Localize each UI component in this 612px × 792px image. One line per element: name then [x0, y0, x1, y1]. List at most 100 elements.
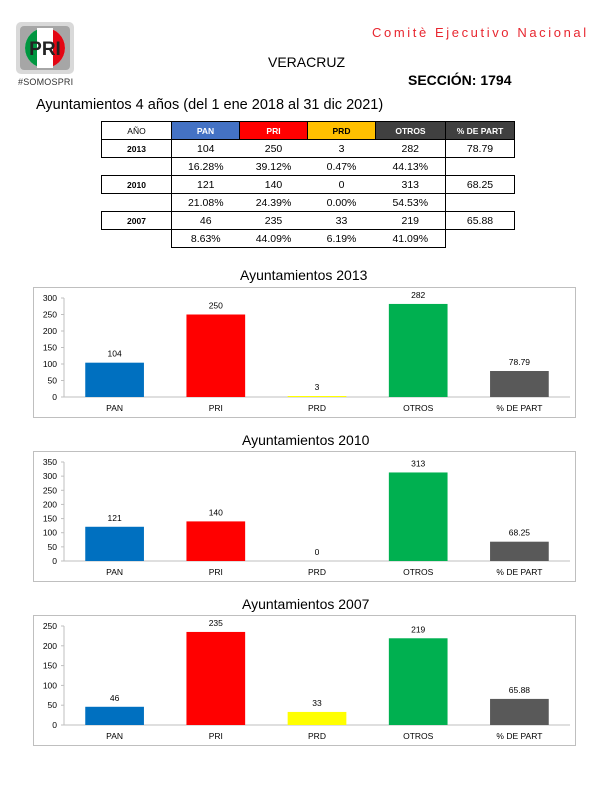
y-tick-label: 50 [48, 376, 58, 386]
year-cell: 2007 [101, 211, 172, 230]
bar-prd [287, 711, 347, 725]
table-row: 8.63% 44.09% 6.19% 41.09% [102, 229, 515, 248]
y-tick-label: 0 [52, 556, 57, 566]
percent-cell: 44.09% [239, 229, 308, 248]
col-header-prd: PRD [307, 121, 376, 140]
y-tick-label: 100 [43, 680, 57, 690]
col-header-participation: % DE PART [445, 121, 515, 140]
y-tick-label: 300 [43, 293, 57, 303]
x-tick-label: PAN [106, 403, 123, 413]
x-tick-label: OTROS [403, 403, 434, 413]
bar-value-label: 121 [108, 513, 122, 523]
percent-cell: 24.39% [255, 196, 292, 209]
state-name: VERACRUZ [268, 54, 346, 70]
value-cell: 235 [239, 211, 308, 230]
bar-prd [287, 396, 347, 397]
percent-cell: 44.13% [375, 157, 446, 176]
y-tick-label: 250 [43, 485, 57, 495]
y-tick-label: 350 [43, 457, 57, 467]
bar-pan [85, 706, 144, 725]
percent-cell: 16.28% [171, 157, 240, 176]
pri-logo: PRI [16, 22, 74, 74]
table-row: 2007 46 235 33 219 65.88 [101, 211, 515, 230]
value-cell: 0 [307, 175, 376, 194]
hashtag: #SOMOSPRI [18, 77, 74, 87]
bar-pct-de-part [490, 370, 549, 397]
table-row: 21.08% 24.39% 0.00% 54.53% [102, 193, 515, 212]
y-tick-label: 300 [43, 471, 57, 481]
table-header-row: AÑO PAN PRI PRD OTROS % DE PART [101, 121, 515, 140]
x-tick-label: % DE PART [496, 731, 542, 741]
participation-cell: 68.25 [445, 175, 515, 194]
year-cell: 2010 [101, 175, 172, 194]
x-tick-label: % DE PART [496, 567, 542, 577]
percent-cell: 8.63% [171, 229, 240, 248]
percent-cell: 41.09% [375, 229, 446, 248]
chart-title-2007: Ayuntamientos 2007 [242, 596, 370, 612]
x-tick-label: PAN [106, 731, 123, 741]
value-cell: 313 [375, 175, 446, 194]
results-table: AÑO PAN PRI PRD OTROS % DE PART 2013 104… [101, 121, 515, 248]
bar-value-label: 235 [209, 618, 223, 628]
bar-value-label: 140 [209, 507, 223, 517]
participation-cell: 65.88 [445, 211, 515, 230]
col-header-pan: PAN [171, 121, 240, 140]
y-tick-label: 250 [43, 310, 57, 320]
y-tick-label: 150 [43, 343, 57, 353]
bar-pri [186, 314, 246, 397]
bar-pri [186, 521, 246, 561]
bar-value-label: 78.79 [509, 357, 531, 367]
y-tick-label: 200 [43, 499, 57, 509]
y-tick-label: 200 [43, 641, 57, 651]
value-cell: 104 [171, 139, 240, 158]
y-tick-label: 150 [43, 514, 57, 524]
bar-otros [388, 638, 448, 725]
y-tick-label: 200 [43, 326, 57, 336]
value-cell: 46 [171, 211, 240, 230]
percent-cell: 21.08% [171, 193, 240, 212]
y-tick-label: 0 [52, 720, 57, 730]
percent-cell: 39.12% [255, 160, 292, 173]
bar-pct-de-part [490, 541, 549, 561]
y-tick-label: 100 [43, 528, 57, 538]
chart-2013: 0 50 100 150 200 250 300 104 PAN 250 PRI 3 PRD 282 OTR… [33, 287, 576, 418]
y-tick-label: 0 [52, 392, 57, 402]
y-tick-label: 50 [48, 700, 58, 710]
logo-text: PRI [29, 39, 61, 60]
value-cell: 140 [239, 175, 308, 194]
x-tick-label: PAN [106, 567, 123, 577]
chart-title-2013: Ayuntamientos 2013 [240, 267, 368, 283]
x-tick-label: PRD [308, 403, 326, 413]
year-cell: 2013 [101, 139, 172, 158]
bar-value-label: 250 [209, 301, 223, 311]
chart-2010-svg: 0 50 100 150 200 250 300 350 121 PAN 140 PRI 0 PRD 313… [43, 457, 570, 577]
chart-2007: 0 50 100 150 200 250 46 PAN 235 PRI 33 PRD 219 OTROS 6… [33, 615, 576, 746]
y-tick-label: 150 [43, 661, 57, 671]
value-cell: 121 [171, 175, 240, 194]
chart-title-2010: Ayuntamientos 2010 [242, 432, 370, 448]
col-header-year: AÑO [101, 121, 172, 140]
value-cell: 282 [375, 139, 446, 158]
bar-value-label: 46 [110, 693, 120, 703]
chart-2007-svg: 0 50 100 150 200 250 46 PAN 235 PRI 33 PRD 219 OTROS 6… [43, 618, 570, 741]
x-tick-label: OTROS [403, 731, 434, 741]
bar-otros [388, 472, 448, 561]
chart-2010: 0 50 100 150 200 250 300 350 121 PAN 140 PRI 0 PRD 313… [33, 451, 576, 582]
x-tick-label: PRD [308, 731, 326, 741]
x-tick-label: PRI [209, 567, 223, 577]
bar-pct-de-part [490, 698, 549, 725]
y-tick-label: 250 [43, 621, 57, 631]
bar-value-label: 3 [315, 382, 320, 392]
percent-cell: 0.47% [326, 160, 357, 173]
percent-cell: 54.53% [375, 193, 446, 212]
col-header-otros: OTROS [375, 121, 446, 140]
committee-name: Comitè Ejecutivo Nacional [372, 25, 589, 40]
value-cell: 33 [307, 211, 376, 230]
participation-cell: 78.79 [445, 139, 515, 158]
bar-otros [388, 303, 448, 397]
value-cell: 250 [239, 139, 308, 158]
value-cell: 219 [375, 211, 446, 230]
page-subtitle: Ayuntamientos 4 años (del 1 ene 2018 al … [36, 97, 384, 113]
x-tick-label: PRD [308, 567, 326, 577]
bar-pan [85, 362, 144, 397]
